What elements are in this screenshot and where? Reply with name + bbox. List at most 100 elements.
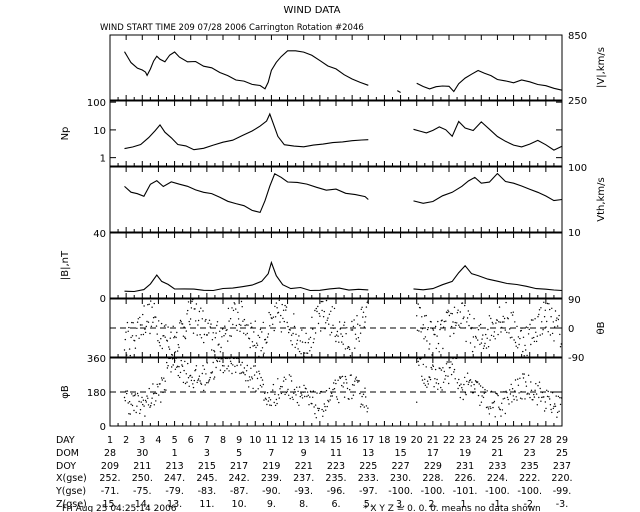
data-point <box>174 335 176 338</box>
table-cell-z-gse: 9. <box>267 499 276 510</box>
data-point <box>471 326 473 329</box>
data-point <box>253 331 255 333</box>
data-point <box>534 318 536 320</box>
data-point <box>177 374 179 377</box>
table-cell-x-gse: 235. <box>325 473 346 484</box>
table-cell-y-gse: -71. <box>101 486 120 497</box>
table-cell-x-gse: 220. <box>551 473 572 484</box>
data-point <box>126 354 128 356</box>
data-point <box>264 397 267 399</box>
data-point <box>350 329 352 331</box>
data-point <box>351 384 354 386</box>
row-label-x-gse: X(gse) <box>56 473 87 484</box>
data-point <box>465 340 467 343</box>
data-point <box>434 378 436 380</box>
data-point <box>510 312 512 314</box>
data-point <box>329 399 331 401</box>
data-point <box>273 401 275 404</box>
data-point <box>323 310 325 313</box>
data-point <box>249 379 251 381</box>
data-point <box>552 407 554 410</box>
data-point <box>431 368 433 370</box>
data-point <box>325 299 328 302</box>
data-point <box>233 302 235 304</box>
data-point <box>222 327 224 329</box>
scatter-phi <box>123 357 562 419</box>
data-point <box>301 341 304 343</box>
data-point <box>319 392 321 394</box>
data-point <box>141 324 143 326</box>
data-point <box>136 392 139 395</box>
table-cell-dom: 15 <box>395 448 407 459</box>
data-point <box>461 389 464 391</box>
data-point <box>522 350 524 353</box>
data-point <box>543 396 545 398</box>
data-point <box>549 334 552 336</box>
data-point <box>345 333 347 335</box>
data-point <box>293 325 296 328</box>
data-point <box>243 367 246 369</box>
data-point <box>127 402 129 404</box>
data-point <box>328 323 330 325</box>
data-point <box>514 341 517 344</box>
y-tick-label-bmag: 0 <box>100 294 106 305</box>
data-point <box>457 309 459 311</box>
data-point <box>170 331 172 333</box>
data-point <box>209 376 211 379</box>
data-point <box>431 354 433 356</box>
data-point <box>178 346 180 349</box>
data-point <box>222 371 224 374</box>
data-point <box>331 306 333 308</box>
data-point <box>151 397 153 399</box>
table-cell-x-gse: 233. <box>358 473 379 484</box>
data-point <box>143 405 145 407</box>
data-point <box>352 325 355 328</box>
data-point <box>187 309 189 312</box>
data-point <box>514 379 517 381</box>
data-point <box>503 321 505 323</box>
data-point <box>525 385 528 387</box>
data-point <box>262 383 264 386</box>
data-point <box>429 376 431 379</box>
data-point <box>450 373 453 376</box>
table-cell-z-gse: 10. <box>232 499 247 510</box>
data-point <box>161 347 163 350</box>
data-point <box>558 410 560 412</box>
data-point <box>544 401 546 403</box>
data-point <box>270 404 272 407</box>
data-point <box>309 396 311 398</box>
data-point <box>227 365 230 367</box>
data-point <box>509 389 511 391</box>
data-point <box>129 413 131 415</box>
data-point <box>208 332 210 334</box>
table-cell-y-gse: -90. <box>262 486 281 497</box>
data-point <box>420 357 422 360</box>
data-point <box>229 335 231 337</box>
data-point <box>199 334 201 336</box>
table-cell-day: 19 <box>395 435 407 446</box>
table-cell-day: 4 <box>155 435 161 446</box>
data-point <box>148 387 150 390</box>
data-point <box>280 385 282 388</box>
data-point <box>557 318 560 321</box>
data-point <box>446 361 448 363</box>
data-point <box>556 325 559 327</box>
data-point <box>293 392 295 394</box>
data-point <box>127 330 129 332</box>
table-cell-day: 24 <box>475 435 487 446</box>
data-point <box>471 350 474 353</box>
data-point <box>197 319 200 322</box>
data-point <box>517 384 520 386</box>
data-point <box>176 366 178 368</box>
table-cell-z-gse: 2. <box>428 499 437 510</box>
panel-phi: 360 180 0 φB <box>60 354 563 433</box>
data-point <box>480 401 483 403</box>
y-axis-label-theta: θB <box>596 321 607 334</box>
data-point <box>265 398 267 401</box>
data-point <box>196 381 198 384</box>
data-point <box>422 363 424 366</box>
data-point <box>514 321 516 323</box>
data-point <box>229 318 232 320</box>
data-point <box>278 397 280 399</box>
data-point <box>458 326 461 328</box>
